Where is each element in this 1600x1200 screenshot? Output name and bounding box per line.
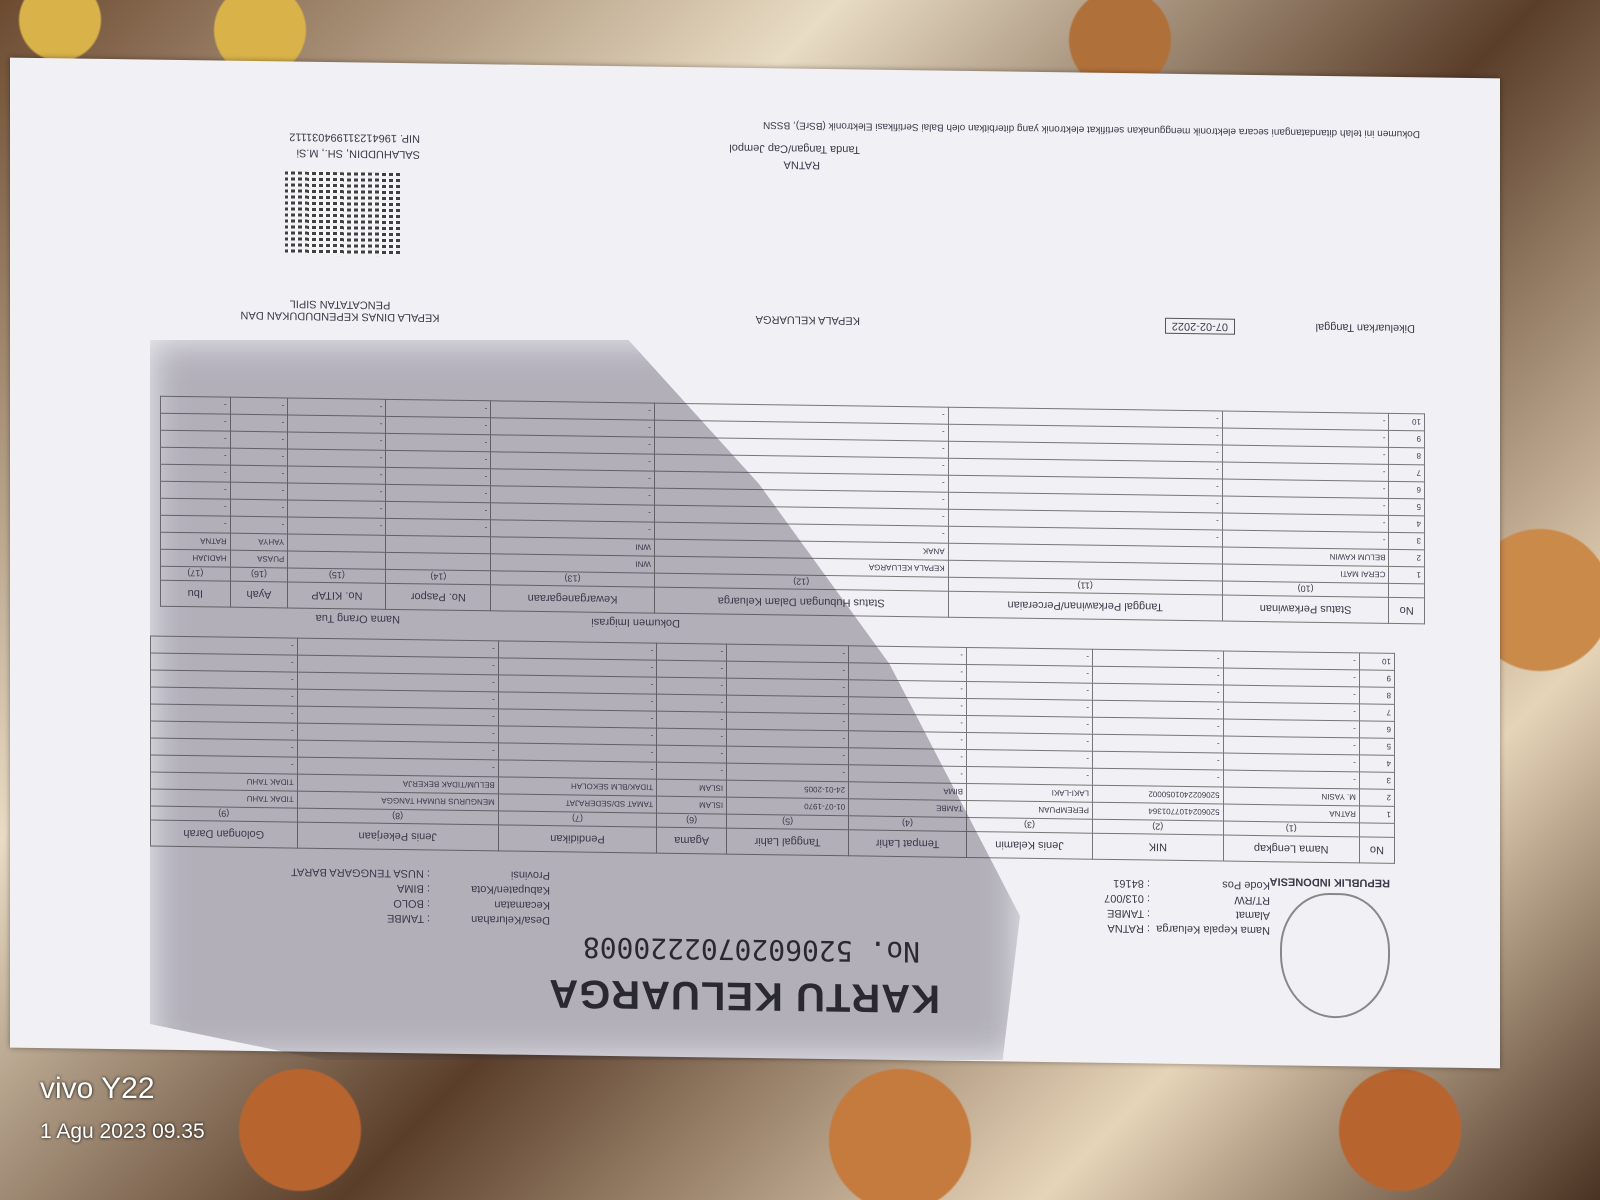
table-cell: 5 <box>1359 737 1395 756</box>
table-cell: 9 <box>1359 669 1395 688</box>
official-title: KEPALA DINAS KEPENDUDUKAN DAN PENCATATAN… <box>240 297 440 324</box>
table-cell: - <box>1223 685 1360 704</box>
official-nip: NIP. 196412311994031112 <box>289 130 420 145</box>
table-cell: 3 <box>1388 532 1425 550</box>
table-cell: LAKI-LAKI <box>966 783 1093 803</box>
table-cell: 3 <box>1359 771 1395 790</box>
table-cell: BELUM KAWIN <box>1222 547 1389 567</box>
table-cell: - <box>1222 462 1389 482</box>
field-label: Alamat <box>1235 908 1270 922</box>
column-number: (1) <box>1223 821 1360 837</box>
table-cell: - <box>1222 530 1389 550</box>
column-header: Status Perkawinan <box>1222 595 1389 624</box>
table-cell: - <box>1223 719 1360 738</box>
field-label: Nama Kepala Keluarga <box>1156 922 1270 937</box>
table-cell: 4 <box>1359 754 1395 773</box>
table-cell: - <box>966 647 1093 667</box>
table-cell: - <box>966 749 1093 769</box>
header-field: Nama Kepala Keluarga: RATNA <box>1107 921 1270 937</box>
column-number: (10) <box>1222 581 1389 598</box>
field-value: 84161 <box>1113 877 1144 890</box>
header-field: RT/RW: 013/007 <box>1104 891 1270 907</box>
table-cell: 2 <box>1388 549 1425 567</box>
table-cell: 1 <box>1388 566 1425 584</box>
table-cell: - <box>1092 683 1224 703</box>
column-header: No <box>1388 597 1425 624</box>
column-number <box>1359 822 1395 838</box>
table-cell: 1 <box>1359 805 1395 824</box>
table-cell: - <box>1222 496 1389 516</box>
table-cell: 5206022401050002 <box>1092 785 1224 805</box>
table-cell: 6 <box>1359 720 1395 739</box>
column-header: Nama Lengkap <box>1223 835 1360 863</box>
issued-date: 07-02-2022 <box>1164 317 1235 335</box>
table-cell: M. YASIN <box>1223 787 1360 806</box>
column-header: Tanggal Perkawinan/Perceraian <box>948 591 1223 622</box>
table-cell: - <box>1092 717 1224 737</box>
table-cell: - <box>1223 753 1360 772</box>
qr-code <box>285 171 400 258</box>
sign-label: Tanda Tangan/Cap Jempol <box>729 141 860 156</box>
table-cell: 8 <box>1359 686 1395 705</box>
table-cell: 4 <box>1388 515 1425 533</box>
head-name: RATNA <box>783 158 820 171</box>
head-label: KEPALA KELUARGA <box>755 313 860 327</box>
issued-label: Dikeluarkan Tanggal <box>1315 320 1415 335</box>
table-cell: - <box>1223 770 1360 789</box>
table-cell: - <box>966 732 1093 752</box>
column-header: NIK <box>1092 833 1224 862</box>
column-number: (3) <box>966 817 1093 834</box>
column-number: (2) <box>1092 819 1224 836</box>
table-cell: - <box>1092 700 1224 720</box>
header-field: Alamat: TAMBE <box>1107 906 1270 922</box>
table-cell: - <box>1092 666 1224 686</box>
table-cell: 10 <box>1388 413 1425 431</box>
table-cell: - <box>1222 479 1389 499</box>
table-cell: - <box>966 681 1093 701</box>
field-value: 013/007 <box>1104 891 1144 905</box>
table-cell: - <box>966 698 1093 718</box>
garuda-emblem-icon <box>1280 892 1390 1019</box>
official-name: SALAHUDDIN, SH., M.Si <box>296 146 420 161</box>
column-number <box>1388 583 1425 598</box>
table-cell: - <box>1222 411 1389 431</box>
table-cell: 6 <box>1388 481 1425 499</box>
table-cell: - <box>1223 668 1360 687</box>
header-left: Nama Kepala Keluarga: RATNA Alamat: TAMBE… <box>1104 875 1270 937</box>
table-cell: - <box>1223 736 1360 755</box>
table-cell: - <box>1092 768 1224 788</box>
field-label: RT/RW <box>1234 893 1270 907</box>
table-cell: - <box>1222 428 1389 448</box>
table-cell: 7 <box>1388 464 1425 482</box>
field-value: TAMBE <box>1107 906 1145 920</box>
esign-note: Dokumen ini telah ditandatangani secara … <box>762 119 1420 140</box>
camera-timestamp-watermark: 1 Agu 2023 09.35 <box>40 1120 205 1143</box>
table-cell: 5206024107701364 <box>1092 802 1224 822</box>
table-cell: - <box>966 766 1093 786</box>
table-cell: PEREMPUAN <box>966 800 1093 820</box>
table-cell: - <box>1223 702 1360 721</box>
table-cell: - <box>966 715 1093 735</box>
table-cell: CERAI MATI <box>1222 564 1389 584</box>
table-cell: - <box>966 664 1093 684</box>
table-cell: 2 <box>1359 788 1395 807</box>
camera-device-watermark: vivo Y22 <box>40 1072 155 1105</box>
header-field: Kode Pos: 84161 <box>1113 877 1270 892</box>
table-cell: 9 <box>1388 430 1425 448</box>
table-cell: 7 <box>1359 703 1395 722</box>
country-label: REPUBLIK INDONESIA <box>1269 875 1390 889</box>
table-cell: - <box>1092 751 1224 771</box>
table-cell: - <box>1222 513 1389 533</box>
table-cell: - <box>1092 649 1224 669</box>
field-label: Kode Pos <box>1222 878 1270 892</box>
table-cell: - <box>1223 651 1360 670</box>
table-cell: - <box>1222 445 1389 465</box>
table-cell: 5 <box>1388 498 1425 516</box>
column-header: No <box>1359 836 1395 864</box>
table-cell: - <box>1092 734 1224 754</box>
field-value: RATNA <box>1107 921 1144 935</box>
table-cell: RATNA <box>1223 804 1360 823</box>
table-cell: 10 <box>1359 652 1395 671</box>
table-cell: 8 <box>1388 447 1425 465</box>
